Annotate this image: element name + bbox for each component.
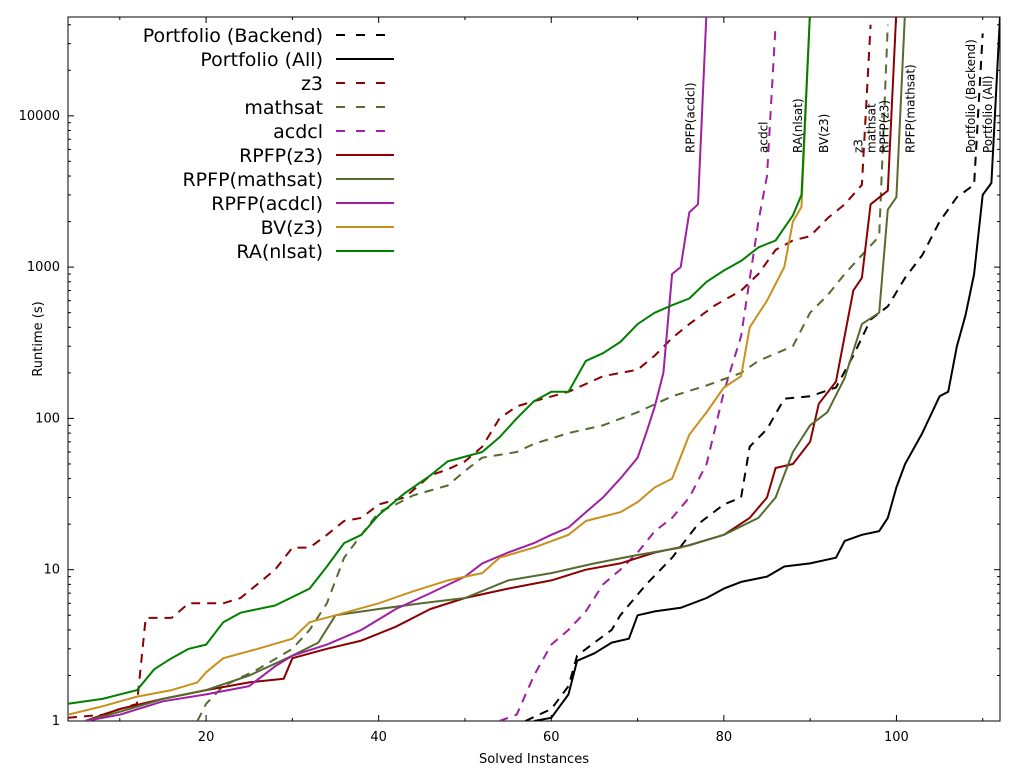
- y-tick-label: 1: [52, 714, 60, 729]
- end-label: RPFP(z3): [878, 100, 892, 153]
- series-line-mathsat: [196, 24, 889, 721]
- legend-label: Portfolio (All): [200, 49, 323, 71]
- x-tick-label: 80: [716, 730, 733, 745]
- end-label: acdcl: [757, 122, 771, 154]
- y-tick-label: 100: [35, 411, 60, 426]
- legend-label: BV(z3): [261, 217, 323, 239]
- y-tick-label: 1000: [27, 260, 60, 275]
- series-layer: [68, 17, 1000, 721]
- y-tick-label: 10000: [19, 109, 60, 124]
- x-axis-ticks: 20 40 60 80 100: [119, 17, 984, 745]
- legend-label: z3: [301, 73, 323, 95]
- series-line-bv-z3: [68, 17, 811, 716]
- series-line-rpfp-z3: [84, 17, 898, 721]
- y-axis-label: Runtime (s): [31, 301, 46, 376]
- legend-label: RPFP(acdcl): [211, 193, 323, 215]
- end-labels: Portfolio (Backend) Portfolio (All) z3 math…: [683, 39, 995, 153]
- legend-label: acdcl: [273, 121, 323, 143]
- series-line-ra-nlsat: [68, 17, 811, 705]
- end-label: RA(nlsat): [791, 98, 805, 153]
- x-tick-label: 20: [198, 730, 215, 745]
- x-tick-label: 100: [884, 730, 909, 745]
- end-label: RPFP(mathsat): [903, 64, 917, 153]
- legend-label: RPFP(z3): [239, 145, 323, 167]
- series-line-rpfp-mathsat: [85, 17, 906, 721]
- x-tick-label: 40: [370, 730, 387, 745]
- y-tick-label: 10: [43, 563, 60, 578]
- legend-label: Portfolio (Backend): [143, 25, 323, 47]
- series-line-portfolio-all: [533, 17, 1000, 721]
- plot-frame: [67, 16, 1001, 722]
- x-tick-label: 60: [543, 730, 560, 745]
- y-axis-ticks: 1 10 100 1000 10000: [19, 24, 1000, 729]
- end-label: z3: [852, 139, 866, 153]
- end-label: BV(z3): [817, 114, 831, 153]
- series-line-portfolio-backend: [524, 33, 984, 721]
- end-label: Portfolio (Backend): [964, 39, 978, 153]
- series-line-z3: [68, 24, 872, 719]
- end-label: RPFP(acdcl): [683, 82, 697, 153]
- legend-label: RA(nlsat): [236, 241, 323, 263]
- legend-label: mathsat: [244, 97, 323, 119]
- legend: Portfolio (Backend)Portfolio (All)z3math…: [143, 25, 394, 263]
- legend-label: RPFP(mathsat): [182, 169, 323, 191]
- end-label: Portfolio (All): [981, 76, 995, 153]
- x-axis-label: Solved Instances: [479, 752, 589, 767]
- end-label: mathsat: [865, 103, 879, 153]
- series-line-rpfp-acdcl: [85, 17, 708, 721]
